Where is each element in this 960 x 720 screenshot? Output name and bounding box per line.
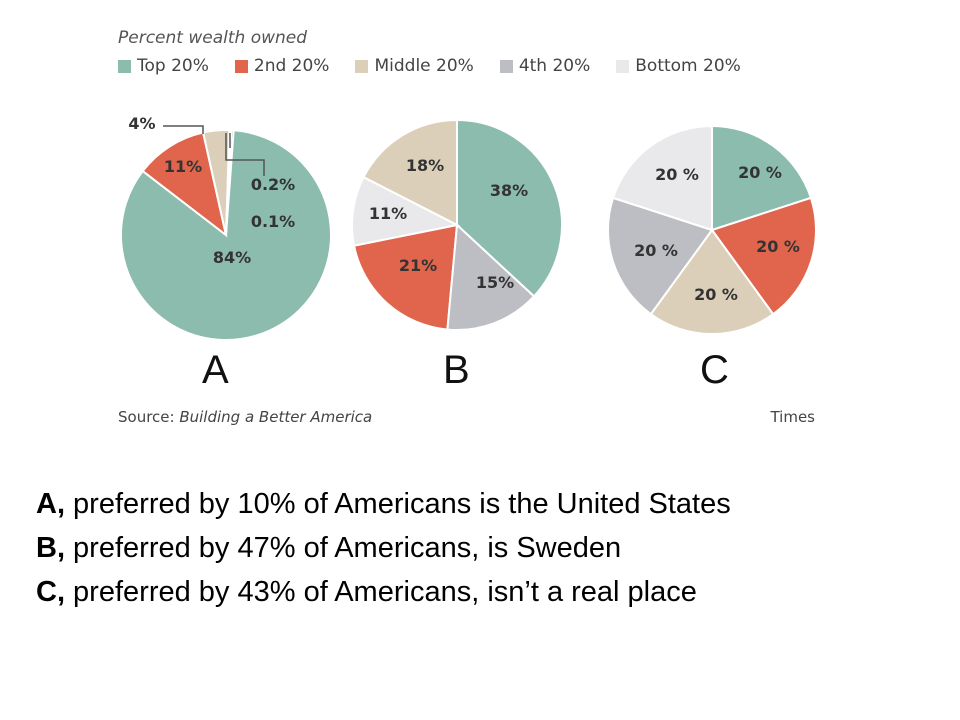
data-label-a-middle: 4% xyxy=(128,114,155,133)
pie-c: 20 % 20 % 20 % 20 % 20 % xyxy=(607,124,817,335)
legend-swatch xyxy=(616,59,630,73)
legend-label: Bottom 20% xyxy=(635,56,741,76)
slice-c-top xyxy=(711,124,813,232)
slice-a-bottom xyxy=(225,129,233,236)
legend-item-4th: 4th 20% xyxy=(499,56,591,76)
pie-charts: 84%11%4%0.2%0.1%38%21%18%15%11%20 %20 %2… xyxy=(120,114,817,341)
pie-c-label: C xyxy=(700,348,729,392)
pie-b-label: B xyxy=(443,348,470,392)
legend-swatch xyxy=(118,59,131,73)
legend-label: 2nd 20% xyxy=(253,56,330,76)
data-label-b-4th: 15% xyxy=(476,273,514,292)
data-label-c-top: 20 % xyxy=(738,163,782,182)
data-label-c-4th: 20 % xyxy=(634,241,678,260)
data-label-a-2nd: 11% xyxy=(164,157,202,176)
data-label-a-4th: 0.2% xyxy=(251,175,295,194)
caption-lead: A, xyxy=(36,488,65,520)
data-label-b-bottom: 11% xyxy=(369,204,407,223)
caption-lead: C, xyxy=(36,576,65,608)
captions: A, preferred by 10% of Americans is the … xyxy=(36,482,731,614)
slice-c-middle xyxy=(649,228,775,335)
legend-title: Percent wealth owned xyxy=(118,28,308,48)
pie-b: 38% 21% 18% 15% 11% xyxy=(351,118,563,331)
data-label-b-top: 38% xyxy=(490,181,528,200)
caption-lead: B, xyxy=(36,532,65,564)
pie-a: 84% 11% 4% 0.2% 0.1% xyxy=(120,114,332,341)
data-label-b-2nd: 21% xyxy=(399,256,437,275)
data-label-c-bottom: 20 % xyxy=(655,165,699,184)
legend-label: Middle 20% xyxy=(374,56,474,76)
legend-item-middle: Middle 20% xyxy=(355,56,474,76)
slice-c-bottom xyxy=(611,124,713,232)
legend: Top 20% 2nd 20% Middle 20% 4th 20% Botto… xyxy=(118,56,741,76)
data-label-c-middle: 20 % xyxy=(694,285,738,304)
legend-item-2nd: 2nd 20% xyxy=(234,56,330,76)
figure: Percent wealth owned Top 20% 2nd 20% Mid… xyxy=(118,28,817,426)
caption-text: preferred by 47% of Americans, is Sweden xyxy=(65,532,622,564)
data-label-a-bottom: 0.1% xyxy=(251,212,295,231)
caption-text: preferred by 43% of Americans, isn’t a r… xyxy=(65,576,697,608)
leader-line xyxy=(163,125,204,134)
legend-label: Top 20% xyxy=(137,56,209,76)
data-label-b-middle: 18% xyxy=(406,156,444,175)
caption-text: preferred by 10% of Americans is the Uni… xyxy=(65,488,731,520)
credit: Times xyxy=(770,408,815,426)
slice-b-bottom xyxy=(351,175,461,247)
slice-c-2nd xyxy=(710,196,817,316)
leader-line xyxy=(225,133,265,176)
legend-label: 4th 20% xyxy=(518,56,591,76)
slice-b-top xyxy=(456,118,563,298)
source-note: Source: Building a Better America xyxy=(118,408,372,426)
slice-b-2nd xyxy=(352,223,459,331)
caption-a: A, preferred by 10% of Americans is the … xyxy=(36,482,731,526)
legend-swatch xyxy=(234,59,248,73)
slice-c-4th xyxy=(607,196,714,316)
legend-item-bottom: Bottom 20% xyxy=(616,56,741,76)
caption-c: C, preferred by 43% of Americans, isn’t … xyxy=(36,570,731,614)
slice-b-middle xyxy=(362,118,458,227)
caption-b: B, preferred by 47% of Americans, is Swe… xyxy=(36,526,731,570)
pie-a-label: A xyxy=(202,348,229,392)
data-label-a-top: 84% xyxy=(213,248,251,267)
source-name: Building a Better America xyxy=(179,408,373,426)
legend-swatch xyxy=(355,59,369,73)
legend-item-top: Top 20% xyxy=(118,56,209,76)
slice-a-2nd xyxy=(141,131,228,238)
source-prefix: Source: xyxy=(118,408,180,426)
slice-b-4th xyxy=(446,222,536,331)
legend-swatch xyxy=(499,59,513,73)
data-label-c-2nd: 20 % xyxy=(756,237,800,256)
